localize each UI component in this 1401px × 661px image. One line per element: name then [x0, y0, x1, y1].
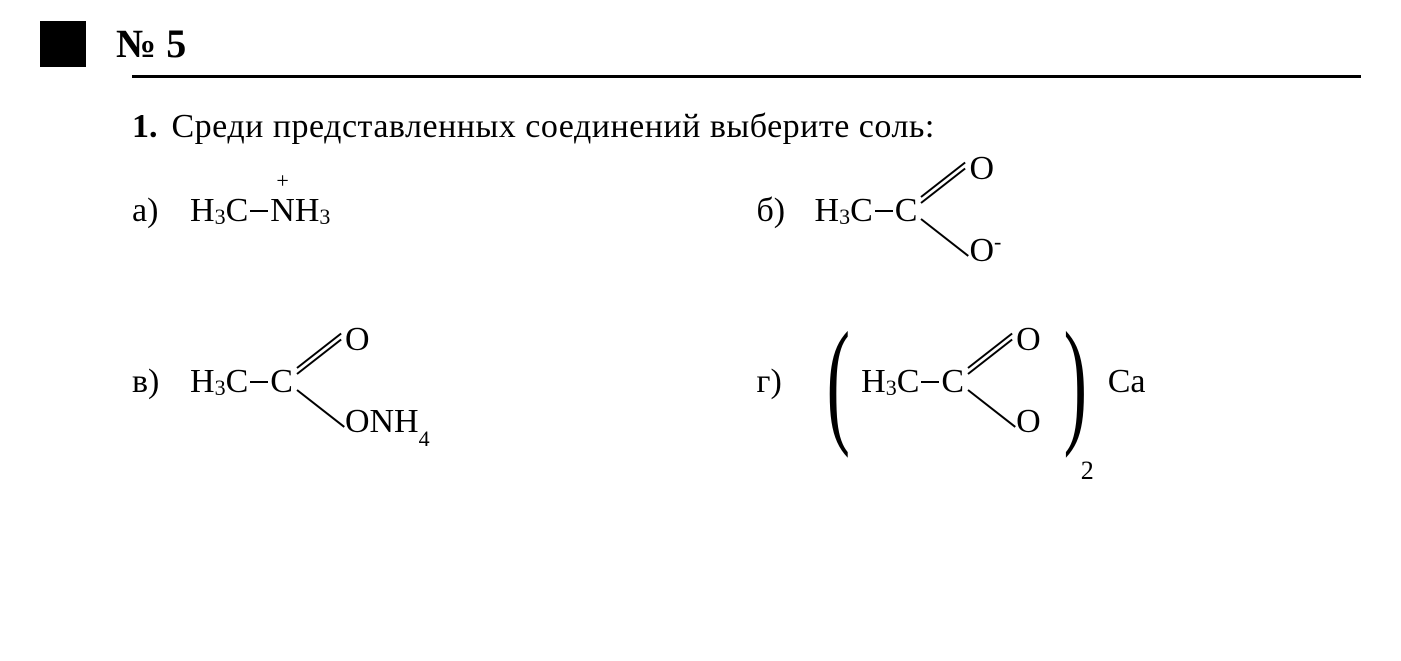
carboxylate-branch: O O: [968, 327, 1052, 437]
formula-lead: H3CC: [861, 327, 964, 437]
carboxylate-branch: O ONH4: [297, 327, 407, 437]
atom-o: O: [969, 152, 994, 186]
single-bond: [921, 218, 970, 257]
atom-h: H: [861, 365, 886, 399]
option-label: а): [132, 192, 172, 230]
atom-h: H: [190, 194, 215, 228]
atom-o: O: [1016, 405, 1041, 439]
formula-v: H3CC O ONH4: [190, 327, 407, 437]
formula-a: H3C+NH3: [190, 194, 330, 228]
subscript: 3: [215, 377, 226, 399]
option-g: г) ( H3CC O O ) 2 Ca: [757, 326, 1362, 438]
atom-c: C: [895, 194, 918, 228]
minus-charge: -: [994, 229, 1001, 254]
formula-lead: H3CC: [815, 156, 918, 266]
atom-o: O: [345, 323, 370, 357]
double-bond: [967, 339, 1012, 375]
question-number: 1.: [132, 108, 158, 146]
atom-h: H: [190, 365, 215, 399]
divider: [132, 75, 1361, 78]
atom-c: C: [226, 365, 249, 399]
atom-onh4: ONH4: [345, 405, 430, 444]
double-bond: [921, 168, 966, 204]
option-b: б) H3CC O O-: [757, 156, 1362, 266]
option-label: б): [757, 192, 797, 230]
problem-number: № 5: [116, 20, 186, 67]
atom-h: H: [815, 194, 840, 228]
option-label: в): [132, 363, 172, 401]
single-bond: [921, 381, 939, 383]
option-v: в) H3CC O ONH4: [132, 326, 737, 438]
double-bond: [921, 162, 966, 198]
double-bond: [967, 333, 1012, 369]
atom-c: C: [897, 365, 920, 399]
atom-c: C: [270, 365, 293, 399]
question: 1. Среди представленных соединений выбер…: [132, 108, 1361, 146]
double-bond: [296, 333, 341, 369]
option-label: г): [757, 363, 797, 401]
atom-ca: Ca: [1108, 365, 1146, 399]
paren-open: (: [826, 326, 849, 438]
single-bond: [967, 389, 1016, 428]
single-bond: [250, 381, 268, 383]
question-text: Среди представленных соединений выберите…: [172, 108, 935, 146]
formula-lead: H3CC: [190, 327, 293, 437]
atom-o: O: [1016, 323, 1041, 357]
problem-header: № 5: [40, 20, 1361, 67]
double-bond: [296, 339, 341, 375]
single-bond: [296, 389, 345, 428]
subscript: 4: [419, 426, 430, 451]
atom-c: C: [226, 194, 249, 228]
bullet-square: [40, 21, 86, 67]
formula-b: H3CC O O-: [815, 156, 1032, 266]
subscript: 3: [886, 377, 897, 399]
options-grid: а) H3C+NH3 б) H3CC O O- в) H3CC: [132, 156, 1361, 438]
atom-c: C: [941, 365, 964, 399]
formula-g: ( H3CC O O ) 2 Ca: [815, 326, 1146, 438]
paren-close: ): [1064, 326, 1087, 438]
atom-o-anion: O-: [969, 234, 1001, 268]
subscript: 3: [319, 206, 330, 228]
atom-h: H: [295, 194, 320, 228]
single-bond: [875, 210, 893, 212]
atom-c: C: [850, 194, 873, 228]
carboxylate-branch: O O-: [921, 156, 1031, 266]
option-a: а) H3C+NH3: [132, 156, 737, 266]
atom-n-cation: +N: [270, 194, 295, 228]
single-bond: [250, 210, 268, 212]
subscript: 3: [215, 206, 226, 228]
plus-charge: +: [276, 170, 288, 192]
paren-subscript: 2: [1081, 458, 1094, 484]
subscript: 3: [839, 206, 850, 228]
